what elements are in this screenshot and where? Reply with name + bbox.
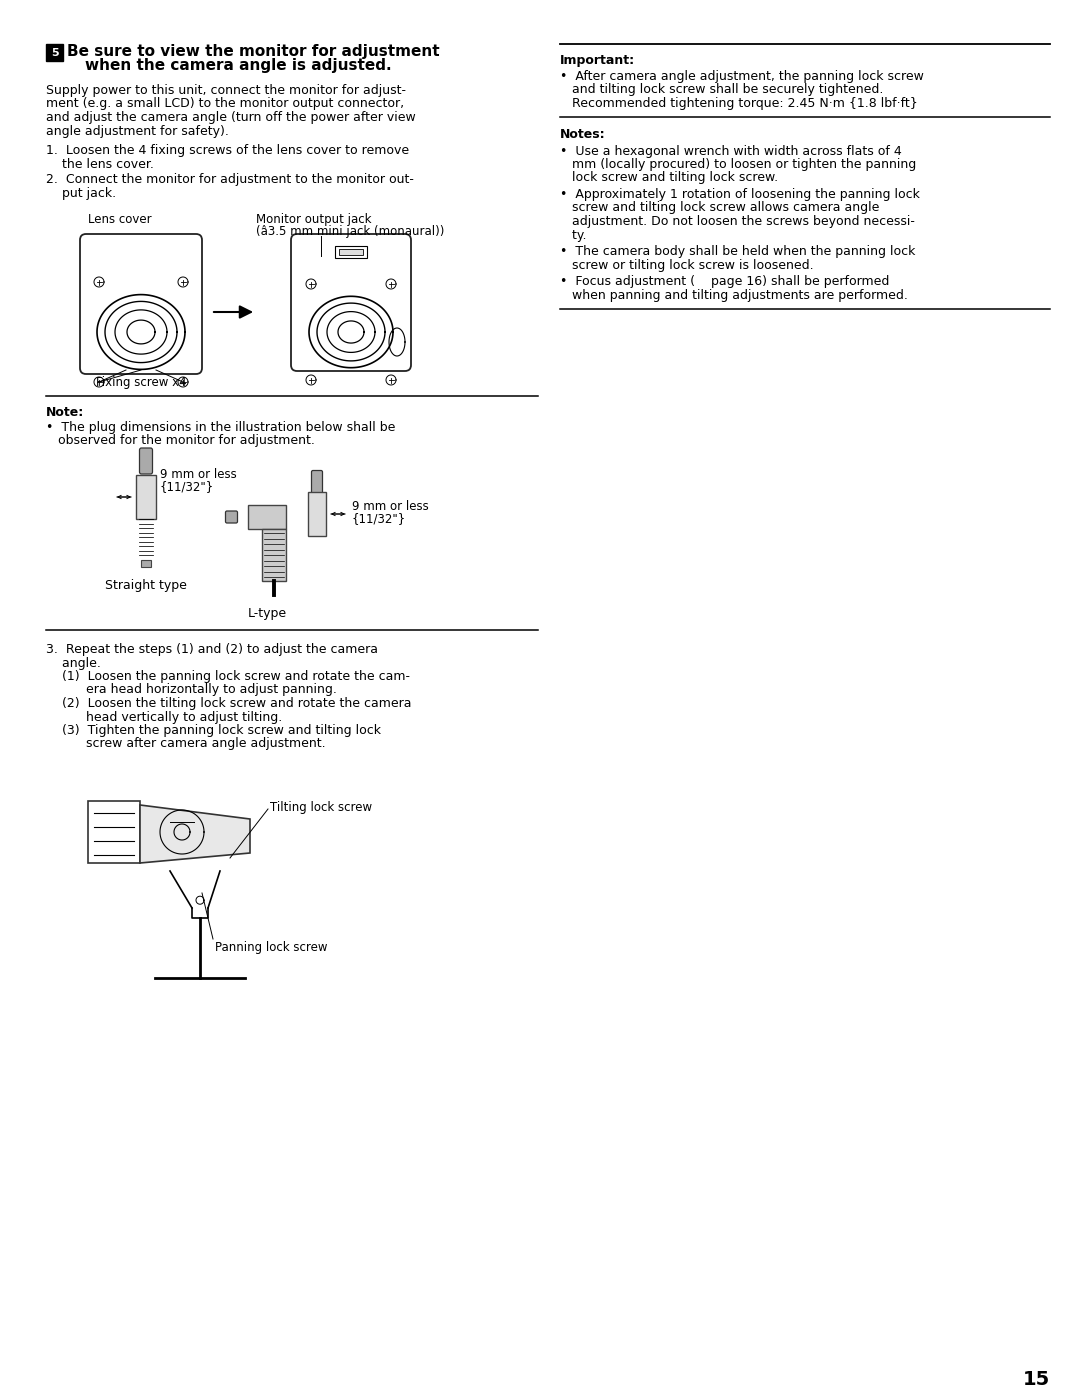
Text: ment (e.g. a small LCD) to the monitor output connector,: ment (e.g. a small LCD) to the monitor o…: [46, 98, 404, 111]
Text: adjustment. Do not loosen the screws beyond necessi-: adjustment. Do not loosen the screws bey…: [561, 215, 915, 228]
Bar: [308, 492, 326, 536]
Text: 2.  Connect the monitor for adjustment to the monitor out-: 2. Connect the monitor for adjustment to…: [46, 173, 414, 186]
Text: Supply power to this unit, connect the monitor for adjust-: Supply power to this unit, connect the m…: [46, 84, 406, 97]
Text: Tilting lock screw: Tilting lock screw: [270, 802, 373, 814]
Text: ty.: ty.: [561, 228, 586, 242]
Text: •  After camera angle adjustment, the panning lock screw: • After camera angle adjustment, the pan…: [561, 70, 923, 83]
Text: screw and tilting lock screw allows camera angle: screw and tilting lock screw allows came…: [561, 201, 879, 214]
Text: Fixing screw x4: Fixing screw x4: [96, 376, 187, 389]
FancyBboxPatch shape: [311, 470, 323, 494]
Text: mm (locally procured) to loosen or tighten the panning: mm (locally procured) to loosen or tight…: [561, 158, 916, 171]
Text: •  The plug dimensions in the illustration below shall be: • The plug dimensions in the illustratio…: [46, 421, 395, 434]
Text: (â3.5 mm mini jack (monaural)): (â3.5 mm mini jack (monaural)): [256, 225, 444, 238]
Text: •  Focus adjustment (    page 16) shall be performed: • Focus adjustment ( page 16) shall be p…: [561, 276, 889, 288]
Text: 1.  Loosen the 4 fixing screws of the lens cover to remove: 1. Loosen the 4 fixing screws of the len…: [46, 144, 409, 157]
Polygon shape: [140, 804, 249, 863]
Text: •  Approximately 1 rotation of loosening the panning lock: • Approximately 1 rotation of loosening …: [561, 187, 920, 201]
Text: observed for the monitor for adjustment.: observed for the monitor for adjustment.: [46, 434, 315, 448]
Text: Important:: Important:: [561, 55, 635, 67]
FancyBboxPatch shape: [139, 448, 152, 474]
Bar: [262, 529, 286, 581]
Text: Straight type: Straight type: [105, 579, 187, 592]
Text: lock screw and tilting lock screw.: lock screw and tilting lock screw.: [561, 172, 778, 185]
Text: screw after camera angle adjustment.: screw after camera angle adjustment.: [46, 737, 326, 750]
Text: (1)  Loosen the panning lock screw and rotate the cam-: (1) Loosen the panning lock screw and ro…: [46, 670, 410, 683]
Text: Panning lock screw: Panning lock screw: [215, 942, 327, 954]
Bar: [46, 43, 63, 62]
Text: put jack.: put jack.: [46, 186, 117, 200]
Text: the lens cover.: the lens cover.: [46, 158, 153, 171]
FancyBboxPatch shape: [291, 234, 411, 371]
Text: angle.: angle.: [46, 656, 100, 670]
Bar: [87, 802, 140, 863]
Text: era head horizontally to adjust panning.: era head horizontally to adjust panning.: [46, 684, 337, 697]
Bar: [248, 505, 286, 529]
Text: Lens cover: Lens cover: [87, 213, 151, 227]
Text: {11/32"}: {11/32"}: [352, 512, 406, 525]
Bar: [136, 476, 156, 519]
Text: Note:: Note:: [46, 406, 84, 418]
Text: •  The camera body shall be held when the panning lock: • The camera body shall be held when the…: [561, 245, 916, 257]
Text: L-type: L-type: [247, 607, 286, 620]
FancyBboxPatch shape: [80, 234, 202, 374]
Bar: [339, 249, 363, 255]
Text: (3)  Tighten the panning lock screw and tilting lock: (3) Tighten the panning lock screw and t…: [46, 725, 381, 737]
Bar: [335, 246, 367, 257]
Text: Monitor output jack: Monitor output jack: [256, 213, 372, 227]
Text: head vertically to adjust tilting.: head vertically to adjust tilting.: [46, 711, 282, 723]
Text: when the camera angle is adjusted.: when the camera angle is adjusted.: [85, 57, 392, 73]
Text: {11/32"}: {11/32"}: [160, 480, 214, 492]
Text: (2)  Loosen the tilting lock screw and rotate the camera: (2) Loosen the tilting lock screw and ro…: [46, 697, 411, 711]
Text: Be sure to view the monitor for adjustment: Be sure to view the monitor for adjustme…: [67, 43, 440, 59]
Text: Notes:: Notes:: [561, 129, 606, 141]
Text: 9 mm or less: 9 mm or less: [160, 469, 237, 481]
Text: and tilting lock screw shall be securely tightened.: and tilting lock screw shall be securely…: [561, 84, 883, 97]
Text: angle adjustment for safety).: angle adjustment for safety).: [46, 125, 229, 137]
Text: 9 mm or less: 9 mm or less: [352, 499, 429, 513]
FancyBboxPatch shape: [226, 511, 238, 523]
Text: and adjust the camera angle (turn off the power after view: and adjust the camera angle (turn off th…: [46, 111, 416, 125]
Text: screw or tilting lock screw is loosened.: screw or tilting lock screw is loosened.: [561, 259, 813, 271]
Text: •  Use a hexagonal wrench with width across flats of 4: • Use a hexagonal wrench with width acro…: [561, 144, 902, 158]
Text: 5: 5: [51, 48, 58, 57]
Text: 3.  Repeat the steps (1) and (2) to adjust the camera: 3. Repeat the steps (1) and (2) to adjus…: [46, 644, 378, 656]
Text: Recommended tightening torque: 2.45 N·m {1.8 lbf·ft}: Recommended tightening torque: 2.45 N·m …: [561, 97, 918, 111]
Bar: [141, 560, 151, 567]
Text: when panning and tilting adjustments are performed.: when panning and tilting adjustments are…: [561, 288, 908, 302]
Text: 15: 15: [1023, 1370, 1050, 1389]
